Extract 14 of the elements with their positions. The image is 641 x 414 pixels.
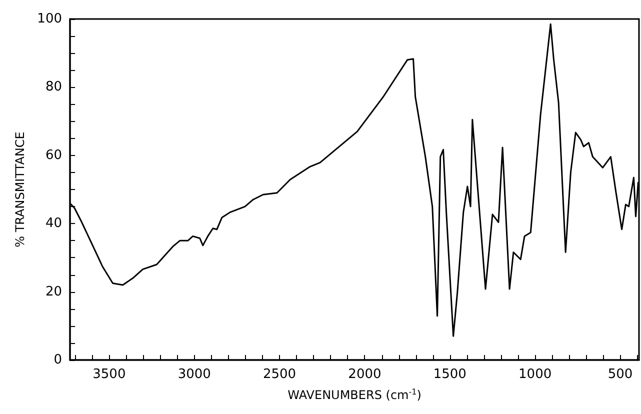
y-tick-label: 0 [54, 352, 62, 368]
y-tick-label: 60 [45, 148, 62, 163]
x-tick-label: 3500 [92, 367, 126, 382]
y-tick-label: 80 [45, 80, 62, 95]
y-tick-label: 100 [37, 12, 62, 26]
x-tick-label: 2500 [262, 367, 296, 382]
y-axis-title: % TRANSMITTANCE [13, 132, 27, 248]
x-tick-label: 3000 [178, 367, 211, 382]
x-tick-label: 1500 [433, 367, 466, 382]
x-tick-label: 1000 [518, 367, 552, 382]
y-tick-label: 40 [45, 216, 62, 232]
y-tick-label: 20 [45, 284, 62, 300]
x-tick-label: 500 [608, 367, 633, 382]
x-tick-label: 2000 [348, 367, 382, 382]
